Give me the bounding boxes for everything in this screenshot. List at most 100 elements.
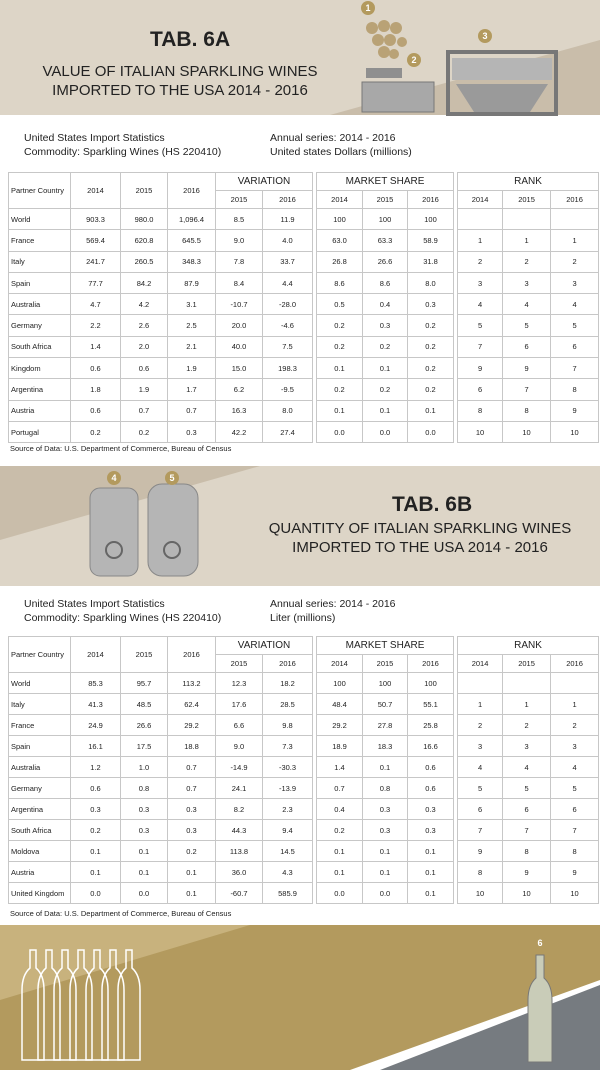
cell: 29.2 [167,714,216,736]
badge: 6 [537,938,542,948]
cell: 0.8 [362,777,409,799]
cell: 7 [550,819,600,841]
info-line: Liter (millions) [270,612,336,624]
cell: 0.1 [167,882,216,904]
badges: 1 2 3 4 5 6 [107,1,547,950]
cell: 0.2 [70,420,121,444]
cell: 1 [457,229,504,252]
cell: 7 [457,819,504,841]
group-header: RANK [457,636,600,655]
cell: 0.3 [407,819,455,841]
cell: 26.8 [316,250,364,273]
cell: 3 [502,271,552,295]
cell: 113.2 [167,672,216,694]
bottom-light [0,925,250,1000]
press-frame [446,50,558,116]
cell: 62.4 [167,693,216,715]
cell: 63.0 [316,229,364,252]
group-header: VARIATION [214,172,314,191]
subtitle-line: IMPORTED TO THE USA 2014 - 2016 [292,539,548,556]
cell: 16.6 [407,735,455,757]
cell: 2.5 [167,314,216,337]
source: Source of Data: U.S. Department of Comme… [10,444,232,453]
header-cell: 2014 [316,654,364,673]
cell: 0.0 [362,420,409,444]
table-row: Kingdom 0.6 0.6 1.9 15.0 198.3 0.1 0.1 0.2 9 9 7 [8,357,600,380]
cell: 569.4 [70,229,121,252]
tank-valve [105,541,123,559]
subtitle: VALUE OF ITALIAN SPARKLING WINES IMPORTE… [20,62,340,100]
cell: 7 [502,819,552,841]
cell: 2.1 [167,335,216,359]
cell: 17.5 [120,735,168,757]
cell: 1,096.4 [167,207,216,231]
cell: 95.7 [120,672,168,694]
cell: 0.1 [316,399,364,422]
header-cell: Partner Country [8,172,71,209]
cell: 20.0 [215,314,263,337]
cell: 0.3 [167,819,216,841]
cell: France [8,229,71,252]
subtitle: QUANTITY OF ITALIAN SPARKLING WINES IMPO… [250,519,590,557]
subtitle-line: VALUE OF ITALIAN SPARKLING WINES [42,63,318,80]
cell: 8 [550,840,600,862]
table-row: Australia 4.7 4.2 3.1 -10.7 -28.0 0.5 0.4 0.3 4 4 4 [8,293,600,316]
cell: 0.0 [70,882,121,904]
cell: 0.7 [167,777,216,799]
cell: 0.2 [316,819,364,841]
cell: 241.7 [70,250,121,273]
cell: 9 [502,357,552,380]
press [366,68,402,78]
cell: World [8,672,71,694]
cell: 5 [502,777,552,799]
cell: 4.0 [261,229,314,252]
press-tank [361,81,435,113]
cell: 198.3 [261,357,314,380]
cell: 2 [550,714,600,736]
cell: Italy [8,693,71,715]
cell: 7.5 [261,335,314,359]
cell: 10 [550,882,600,904]
cell: 2 [502,250,552,273]
cell: Germany [8,777,71,799]
table-row: World 903.3 980.0 1,096.4 8.5 11.9 100 100 100 [8,207,600,231]
cell: 0.2 [70,819,121,841]
cell: 0.1 [316,840,364,862]
cell: 4.3 [261,861,314,883]
cell: 87.9 [167,271,216,295]
cell: 7.8 [215,250,263,273]
cell: 0.2 [362,335,409,359]
cell: 0.6 [407,756,455,778]
header-cell: 2014 [457,190,504,209]
cell: 8 [457,861,504,883]
cell: 7.3 [261,735,314,757]
cell: 8 [502,399,552,422]
cell: 6 [550,798,600,820]
info: Annual series: 2014 - 2016 Liter (millio… [270,597,396,625]
cell: 9 [550,399,600,422]
empty-cell [502,207,552,231]
cell: Spain [8,271,71,295]
header-row: Partner Country 2014 2015 2016 VARIATION MARK… [8,636,600,673]
info-line: United states Dollars (millions) [270,146,412,158]
header-cell: 2015 [502,654,552,673]
cell: -10.7 [215,293,263,316]
cell: Austria [8,399,71,422]
cell: Australia [8,756,71,778]
table-row: World 85.3 95.7 113.2 12.3 18.2 100 100 100 [8,672,600,694]
cell: 48.4 [316,693,364,715]
cell: 8.2 [215,798,263,820]
cell: Germany [8,314,71,337]
cell: 0.2 [316,378,364,401]
header-cell: 2016 [550,190,600,209]
cell: 0.2 [362,378,409,401]
header-cell: 2016 [550,654,600,673]
table-row: Austria 0.6 0.7 0.7 16.3 8.0 0.1 0.1 0.1 8 8 9 [8,399,600,422]
cell: 84.2 [120,271,168,295]
header-cell: 2016 [261,190,314,209]
cell: 1.7 [167,378,216,401]
empty-cell [457,207,504,231]
info-line: Annual series: 2014 - 2016 [270,598,396,610]
cell: 0.3 [362,798,409,820]
cell: Argentina [8,378,71,401]
